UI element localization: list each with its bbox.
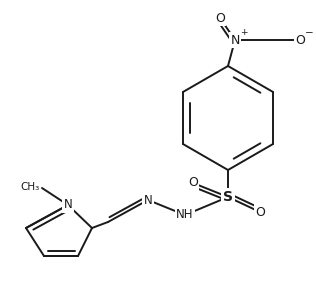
- Text: O: O: [295, 33, 305, 47]
- Text: −: −: [305, 28, 314, 38]
- Text: O: O: [255, 206, 265, 219]
- Text: S: S: [223, 190, 233, 204]
- Text: CH₃: CH₃: [21, 182, 40, 192]
- Text: N: N: [144, 194, 152, 206]
- Text: O: O: [215, 11, 225, 25]
- Text: +: +: [240, 28, 247, 37]
- Text: O: O: [188, 176, 198, 190]
- Text: NH: NH: [176, 208, 194, 221]
- Text: N: N: [64, 198, 72, 212]
- Text: N: N: [230, 33, 240, 47]
